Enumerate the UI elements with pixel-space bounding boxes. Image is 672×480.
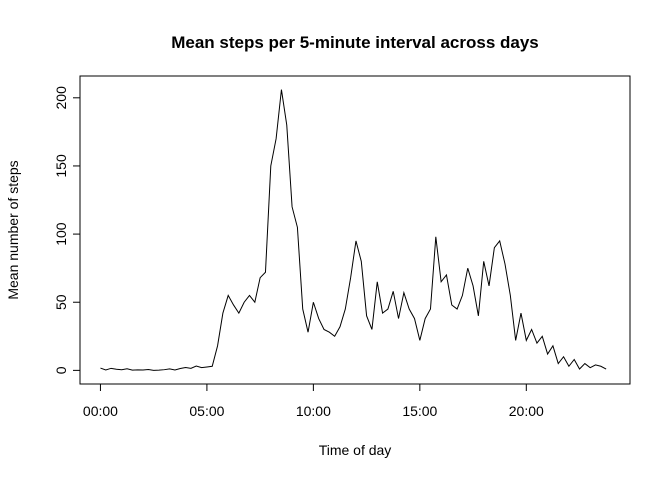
- x-tick-label: 20:00: [509, 403, 544, 419]
- x-tick-label: 10:00: [296, 403, 331, 419]
- y-tick-label: 0: [53, 366, 69, 374]
- y-tick-label: 200: [53, 86, 69, 110]
- x-tick-label: 15:00: [402, 403, 437, 419]
- y-tick-label: 100: [53, 222, 69, 246]
- y-tick-label: 50: [53, 294, 69, 310]
- x-tick-label: 00:00: [83, 403, 118, 419]
- y-tick-label: 150: [53, 154, 69, 178]
- line-series: [100, 89, 607, 371]
- x-axis-label: Time of day: [319, 442, 392, 458]
- y-axis-label: Mean number of steps: [5, 160, 21, 299]
- chart-title: Mean steps per 5-minute interval across …: [171, 33, 539, 52]
- x-tick-label: 05:00: [189, 403, 224, 419]
